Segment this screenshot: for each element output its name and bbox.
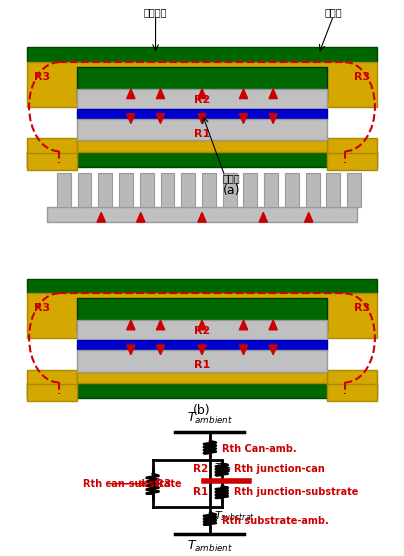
Bar xyxy=(27,47,377,62)
Text: Rth junction-substrate: Rth junction-substrate xyxy=(234,487,358,497)
Text: 热流路径: 热流路径 xyxy=(144,7,167,17)
Text: R1: R1 xyxy=(193,487,208,497)
Bar xyxy=(328,138,377,153)
Polygon shape xyxy=(127,114,135,123)
Bar xyxy=(98,173,112,207)
Polygon shape xyxy=(137,212,145,222)
Polygon shape xyxy=(97,212,105,222)
Polygon shape xyxy=(156,320,165,330)
Bar xyxy=(76,67,328,102)
Text: (b): (b) xyxy=(193,404,211,416)
Bar xyxy=(119,173,133,207)
Bar xyxy=(27,370,76,384)
Bar xyxy=(76,89,328,108)
Bar xyxy=(244,173,257,207)
Polygon shape xyxy=(198,212,206,222)
Bar xyxy=(223,173,237,207)
Polygon shape xyxy=(305,212,313,222)
Polygon shape xyxy=(239,114,248,123)
Text: Rth can-substrate: Rth can-substrate xyxy=(84,479,182,489)
Text: R3: R3 xyxy=(34,72,50,82)
Text: 焊接点: 焊接点 xyxy=(223,173,240,183)
Text: R2: R2 xyxy=(194,326,210,336)
Bar xyxy=(160,173,175,207)
Bar xyxy=(76,299,328,333)
Text: R3: R3 xyxy=(354,303,370,313)
Bar xyxy=(27,138,76,153)
Polygon shape xyxy=(198,114,206,123)
Polygon shape xyxy=(239,345,248,355)
Text: $T_{ambient}$: $T_{ambient}$ xyxy=(187,411,233,426)
Bar xyxy=(76,140,328,152)
Bar xyxy=(27,152,377,167)
Text: Rth junction-can: Rth junction-can xyxy=(234,464,324,474)
Bar xyxy=(47,207,357,222)
Bar xyxy=(27,384,76,401)
Polygon shape xyxy=(127,345,135,355)
Polygon shape xyxy=(156,89,165,98)
Bar xyxy=(27,62,377,107)
Bar xyxy=(328,384,377,401)
Text: R2: R2 xyxy=(193,464,208,474)
Polygon shape xyxy=(239,320,248,330)
Text: R2: R2 xyxy=(194,95,210,105)
Bar xyxy=(76,340,328,350)
Bar xyxy=(347,173,361,207)
Bar xyxy=(76,350,328,371)
Polygon shape xyxy=(156,114,165,123)
Text: R3: R3 xyxy=(354,72,370,82)
Bar xyxy=(264,173,278,207)
Bar xyxy=(27,279,377,294)
Text: $T_{substrat}$: $T_{substrat}$ xyxy=(214,509,255,523)
Polygon shape xyxy=(269,345,277,355)
Polygon shape xyxy=(269,89,277,98)
Bar xyxy=(76,118,328,140)
Bar xyxy=(57,173,71,207)
Bar xyxy=(328,370,377,384)
Bar xyxy=(76,371,328,384)
Bar xyxy=(78,173,91,207)
Text: (a): (a) xyxy=(223,184,240,197)
Bar xyxy=(27,152,76,170)
Polygon shape xyxy=(198,89,206,98)
Polygon shape xyxy=(198,320,206,330)
Bar xyxy=(181,173,195,207)
Bar xyxy=(202,173,216,207)
Bar xyxy=(27,294,377,338)
Text: R1: R1 xyxy=(194,130,210,140)
Polygon shape xyxy=(127,320,135,330)
Polygon shape xyxy=(239,89,248,98)
Bar xyxy=(328,152,377,170)
Bar xyxy=(326,173,340,207)
Bar xyxy=(76,108,328,118)
Polygon shape xyxy=(198,345,206,355)
Text: Rth Can-amb.: Rth Can-amb. xyxy=(222,444,297,454)
Bar xyxy=(306,173,320,207)
Text: $T_{ambient}$: $T_{ambient}$ xyxy=(187,539,233,554)
Polygon shape xyxy=(269,114,277,123)
Bar xyxy=(140,173,154,207)
Text: R3: R3 xyxy=(34,303,50,313)
Text: 散燭盖: 散燭盖 xyxy=(324,7,342,17)
Text: R1: R1 xyxy=(194,360,210,370)
Text: Rth substrate-amb.: Rth substrate-amb. xyxy=(222,516,328,526)
Text: $T_{ca}$: $T_{ca}$ xyxy=(214,461,231,475)
Polygon shape xyxy=(127,89,135,98)
Text: R3: R3 xyxy=(156,479,171,489)
Polygon shape xyxy=(156,345,165,355)
Bar xyxy=(27,384,377,398)
Bar xyxy=(285,173,299,207)
Polygon shape xyxy=(269,320,277,330)
Bar xyxy=(76,320,328,340)
Polygon shape xyxy=(259,212,267,222)
